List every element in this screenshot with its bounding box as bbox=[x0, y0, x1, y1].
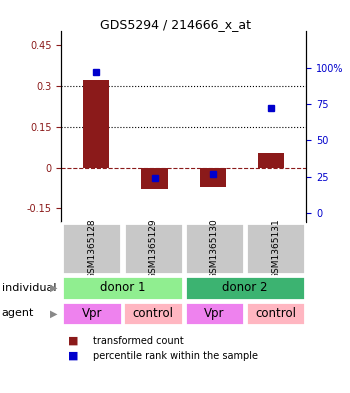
Bar bbox=[246, 302, 305, 325]
Bar bbox=[141, 167, 168, 189]
Text: control: control bbox=[133, 307, 174, 320]
Text: control: control bbox=[255, 307, 296, 320]
Bar bbox=[62, 223, 121, 274]
Text: agent: agent bbox=[2, 309, 34, 318]
Bar bbox=[62, 302, 121, 325]
Bar bbox=[185, 302, 244, 325]
Text: GSM1365129: GSM1365129 bbox=[149, 218, 158, 279]
Bar bbox=[124, 302, 183, 325]
Bar bbox=[246, 223, 305, 274]
Text: Vpr: Vpr bbox=[204, 307, 225, 320]
Text: GDS5294 / 214666_x_at: GDS5294 / 214666_x_at bbox=[99, 18, 251, 31]
Text: donor 2: donor 2 bbox=[222, 281, 268, 294]
Text: percentile rank within the sample: percentile rank within the sample bbox=[93, 351, 258, 361]
Bar bbox=[185, 223, 244, 274]
Text: ▶: ▶ bbox=[50, 309, 58, 318]
Text: GSM1365130: GSM1365130 bbox=[210, 218, 219, 279]
Text: Vpr: Vpr bbox=[82, 307, 102, 320]
Bar bbox=[124, 223, 183, 274]
Text: ■: ■ bbox=[68, 351, 79, 361]
Bar bbox=[258, 152, 284, 167]
Text: transformed count: transformed count bbox=[93, 336, 183, 346]
Text: ▶: ▶ bbox=[50, 283, 58, 293]
Text: GSM1365128: GSM1365128 bbox=[88, 218, 96, 279]
Text: individual: individual bbox=[2, 283, 56, 293]
Bar bbox=[62, 276, 183, 299]
Bar bbox=[185, 276, 305, 299]
Bar bbox=[200, 167, 226, 187]
Text: GSM1365131: GSM1365131 bbox=[271, 218, 280, 279]
Text: donor 1: donor 1 bbox=[100, 281, 145, 294]
Text: ■: ■ bbox=[68, 336, 79, 346]
Bar bbox=[83, 81, 109, 167]
